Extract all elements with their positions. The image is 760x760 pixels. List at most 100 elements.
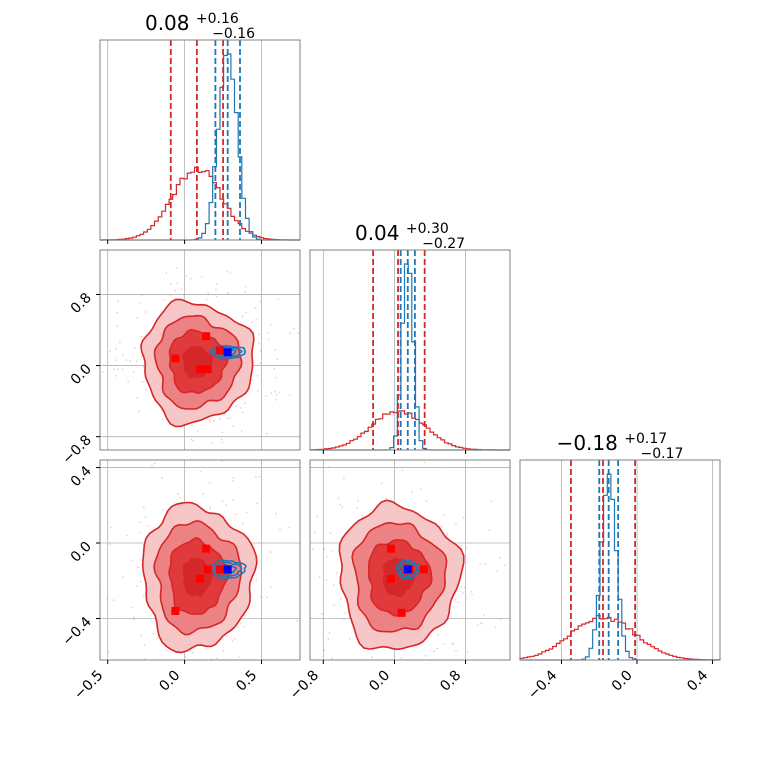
scatter-point (162, 299, 165, 301)
scatter-point (208, 420, 211, 422)
posterior-sample-marker (403, 565, 412, 574)
x-tick-label: −0.5 (71, 668, 106, 703)
scatter-point (314, 531, 316, 534)
scatter-point (144, 516, 147, 519)
scatter-point (418, 681, 420, 683)
scatter-point (138, 301, 141, 304)
scatter-point (254, 307, 257, 310)
scatter-point (263, 696, 265, 698)
scatter-point (250, 321, 253, 324)
panel-3-title-minus: −0.17 (641, 446, 684, 462)
scatter-point (176, 670, 178, 672)
scatter-point (190, 438, 193, 441)
scatter-point (126, 534, 129, 537)
prior-histogram-2 (309, 410, 510, 451)
scatter-point (270, 551, 272, 553)
scatter-point (226, 270, 229, 273)
scatter-point (214, 247, 216, 249)
scatter-point (432, 650, 435, 653)
scatter-point (142, 595, 145, 598)
scatter-point (196, 430, 199, 432)
scatter-point (211, 442, 213, 444)
posterior-contour-1-1 (213, 346, 243, 359)
scatter-point (496, 570, 499, 572)
scatter-point (228, 667, 230, 669)
scatter-point (184, 655, 187, 658)
scatter-point (316, 515, 319, 518)
scatter-point (455, 522, 457, 525)
scatter-point (235, 513, 238, 516)
scatter-point (242, 625, 245, 628)
scatter-point (241, 315, 244, 318)
scatter-point (437, 633, 439, 636)
scatter-point (208, 481, 211, 484)
prior-sample-marker (171, 354, 180, 363)
scatter-point (244, 402, 246, 405)
scatter-point (306, 650, 308, 652)
scatter-point (199, 438, 201, 440)
pair-panel-3 (298, 461, 506, 683)
scatter-point (499, 556, 501, 559)
scatter-point (385, 497, 387, 500)
scatter-point (235, 405, 237, 407)
scatter-point (145, 389, 148, 391)
scatter-point (499, 618, 502, 621)
scatter-point (261, 681, 263, 683)
scatter-point (272, 693, 274, 695)
scatter-point (259, 300, 262, 303)
scatter-point (331, 657, 333, 659)
scatter-point (401, 469, 404, 472)
scatter-point (275, 512, 277, 515)
scatter-point (464, 586, 466, 589)
scatter-point (226, 635, 229, 638)
scatter-point (298, 553, 300, 555)
scatter-point (457, 601, 460, 604)
scatter-point (293, 327, 295, 330)
posterior-histogram-3 (520, 473, 720, 661)
scatter-point (207, 292, 210, 294)
scatter-point (221, 441, 224, 444)
panel-3-title-plus: +0.17 (624, 431, 667, 447)
scatter-point (232, 477, 235, 479)
scatter-point (220, 460, 223, 462)
scatter-point (129, 359, 131, 362)
scatter-point (241, 411, 244, 414)
scatter-point (181, 684, 183, 686)
scatter-point (215, 283, 218, 286)
scatter-point (143, 658, 146, 660)
scatter-point (222, 649, 225, 652)
scatter-point (297, 332, 300, 335)
scatter-point (462, 667, 464, 669)
scatter-point (245, 312, 248, 314)
scatter-point (380, 482, 383, 485)
scatter-point (169, 294, 172, 297)
prior-sample-marker (397, 608, 406, 617)
x-tick-label: 0.0 (366, 668, 393, 695)
scatter-point (274, 390, 276, 393)
panel-3-title: −0.18 +0.17 −0.17 (557, 424, 684, 462)
panel-2-title-value: 0.04 (355, 221, 400, 245)
prior-sample-marker (203, 565, 212, 574)
posterior-histogram-1 (100, 53, 300, 241)
scatter-point (237, 656, 240, 658)
x-tick-label: −0.4 (525, 667, 560, 702)
prior-sample-marker (202, 544, 211, 553)
scatter-point (470, 591, 473, 593)
scatter-point (192, 452, 194, 454)
scatter-point (146, 525, 149, 528)
scatter-point (239, 453, 241, 455)
scatter-point (251, 379, 254, 381)
scatter-point (139, 580, 142, 583)
scatter-point (229, 272, 232, 275)
scatter-point (328, 466, 330, 468)
scatter-point (170, 282, 172, 285)
scatter-point (213, 420, 215, 422)
scatter-point (482, 613, 485, 616)
scatter-point (445, 466, 448, 469)
scatter-point (88, 558, 90, 560)
scatter-point (140, 634, 143, 637)
scatter-point (323, 649, 326, 651)
scatter-point (273, 367, 276, 370)
scatter-point (460, 586, 463, 588)
scatter-point (337, 497, 340, 500)
